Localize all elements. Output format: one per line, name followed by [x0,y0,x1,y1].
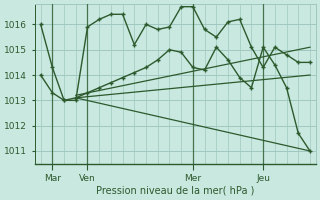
X-axis label: Pression niveau de la mer( hPa ): Pression niveau de la mer( hPa ) [96,186,254,196]
